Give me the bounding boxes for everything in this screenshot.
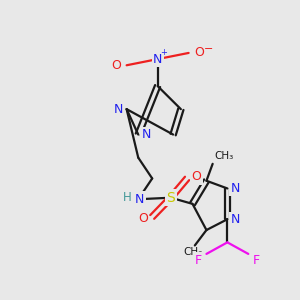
Text: −: − (204, 44, 214, 54)
Text: O: O (112, 59, 122, 72)
Text: S: S (167, 191, 175, 205)
Text: O: O (194, 46, 204, 59)
Text: N: N (141, 128, 151, 141)
Text: O: O (191, 170, 201, 183)
Text: F: F (253, 254, 260, 267)
Text: CH₃: CH₃ (214, 151, 233, 161)
Text: N: N (114, 103, 124, 116)
Text: N: N (230, 213, 240, 226)
Text: +: + (160, 48, 167, 57)
Text: F: F (195, 254, 202, 267)
Text: CH₃: CH₃ (184, 247, 203, 256)
Text: N: N (153, 52, 162, 66)
Text: H: H (123, 191, 132, 204)
Text: N: N (230, 182, 240, 195)
Text: N: N (135, 193, 145, 206)
Text: O: O (138, 212, 148, 225)
